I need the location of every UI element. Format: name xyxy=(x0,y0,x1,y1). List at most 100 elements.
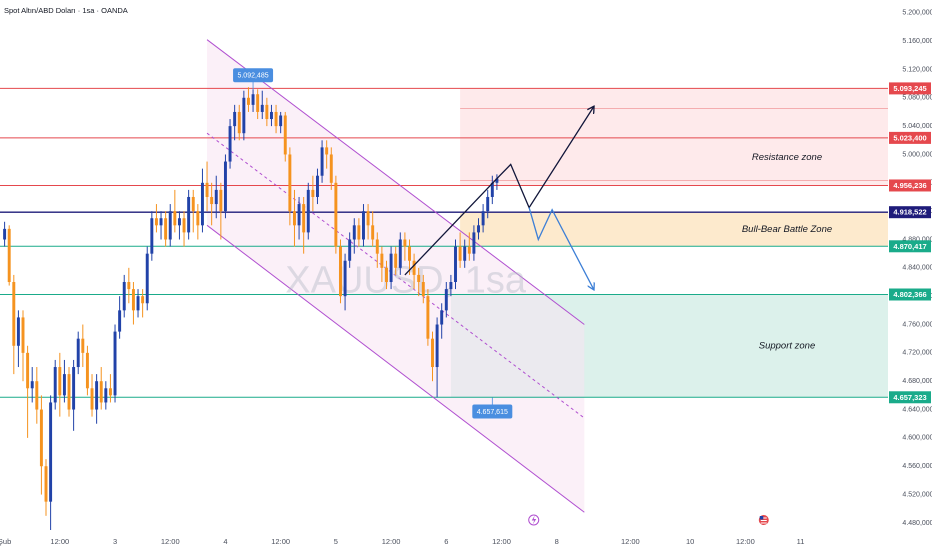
candle-body xyxy=(449,282,453,290)
channel-top-line xyxy=(206,39,585,325)
candle-body xyxy=(233,111,237,127)
y-tick-label: 5.080,000 xyxy=(902,95,932,102)
candle-body xyxy=(302,204,306,233)
candle-body xyxy=(191,196,195,212)
chart-title: Spot Altın/ABD Doları · 1sa · OANDA xyxy=(4,6,128,15)
flag-stripe xyxy=(760,522,767,524)
candle-body xyxy=(44,466,48,502)
candle-body xyxy=(81,338,85,353)
candle-body xyxy=(150,218,154,254)
candle-body xyxy=(283,115,287,155)
candle-body xyxy=(348,239,352,261)
price-label-bg-1 xyxy=(889,131,931,144)
y-tick-label: 4.640,000 xyxy=(902,406,932,413)
candle-body xyxy=(495,178,499,183)
candle-body xyxy=(398,239,402,268)
candle-body xyxy=(403,239,407,247)
candle-body xyxy=(329,154,333,183)
price-level-label: 5.023,400 xyxy=(893,133,926,142)
candle-body xyxy=(458,246,462,261)
candle-body xyxy=(343,260,347,297)
flag-stripe xyxy=(760,517,767,519)
bullish-projection-arrow xyxy=(404,107,594,276)
candle-body xyxy=(477,225,480,233)
candle-body xyxy=(104,388,108,403)
candle-body xyxy=(62,374,66,396)
candle-body xyxy=(177,218,181,226)
candle-body xyxy=(237,111,241,134)
candle-body xyxy=(375,239,379,254)
candle-body xyxy=(260,104,264,112)
candle-body xyxy=(371,225,375,240)
channel-bottom-line xyxy=(206,224,585,513)
candle-body xyxy=(251,94,255,105)
candle-body xyxy=(380,253,384,268)
candle-body xyxy=(269,111,273,120)
candle-body xyxy=(339,246,342,297)
candle-body xyxy=(389,253,393,283)
x-tick-label: 12:00 xyxy=(161,537,180,546)
candle-body xyxy=(435,324,439,368)
candle-body xyxy=(12,282,16,346)
candle-body xyxy=(196,211,200,226)
candle-body xyxy=(108,388,112,396)
candle-body xyxy=(325,147,329,155)
candle-body xyxy=(76,338,80,368)
y-tick-label: 5.120,000 xyxy=(902,66,932,73)
candle-body xyxy=(408,246,411,261)
candle-body xyxy=(58,367,62,396)
y-tick-label: 4.760,000 xyxy=(902,321,932,328)
x-tick-label: 12:00 xyxy=(382,537,401,546)
candle-body xyxy=(242,97,246,134)
candle-body xyxy=(7,228,11,283)
x-tick-label: 12:00 xyxy=(50,537,69,546)
channel-mid-line xyxy=(206,132,585,419)
candle-body xyxy=(113,331,117,396)
x-tick-label: 5 xyxy=(334,537,338,546)
candle-body xyxy=(440,310,444,325)
candle-body xyxy=(334,182,338,247)
candle-body xyxy=(141,296,145,304)
candle-body xyxy=(85,352,89,389)
candle-body xyxy=(49,402,53,502)
price-level-label: 4.657,323 xyxy=(893,393,926,402)
candle-body xyxy=(421,282,425,297)
candle-body xyxy=(279,115,283,127)
high-price-marker-bg xyxy=(233,68,274,83)
candle-body xyxy=(357,225,361,240)
candle-body xyxy=(168,211,172,240)
x-tick-label: 12:00 xyxy=(736,537,755,546)
candle-body xyxy=(306,189,310,233)
low-price-marker: 4.657,615 xyxy=(477,409,508,416)
candle-body xyxy=(214,189,218,205)
candle-body xyxy=(366,211,370,226)
candle-body xyxy=(481,211,485,226)
candle-body xyxy=(412,260,416,275)
candle-body xyxy=(53,367,57,403)
candle-body xyxy=(454,246,457,283)
candle-body xyxy=(39,409,43,467)
candle-body xyxy=(210,196,214,205)
candle-body xyxy=(99,381,103,403)
y-tick-label: 4.560,000 xyxy=(902,463,932,470)
candle-body xyxy=(164,218,168,240)
candle-body xyxy=(200,182,204,226)
y-tick-label: 4.720,000 xyxy=(902,350,932,357)
y-tick-label: 5.040,000 xyxy=(902,123,932,130)
candle-body xyxy=(136,296,140,311)
candle-body xyxy=(288,154,292,212)
candle-body xyxy=(431,338,434,368)
x-tick-label: 4 xyxy=(223,537,227,546)
candle-body xyxy=(292,211,296,226)
y-tick-label: 4.520,000 xyxy=(902,491,932,498)
candle-body xyxy=(463,246,467,261)
candle-body xyxy=(205,182,209,197)
candle-body xyxy=(67,374,71,410)
price-label-bg-3 xyxy=(889,206,931,219)
y-tick-label: 5.200,000 xyxy=(902,10,932,17)
lightning-glyph xyxy=(531,515,537,525)
candle-body xyxy=(131,289,135,311)
candle-body xyxy=(444,289,448,311)
